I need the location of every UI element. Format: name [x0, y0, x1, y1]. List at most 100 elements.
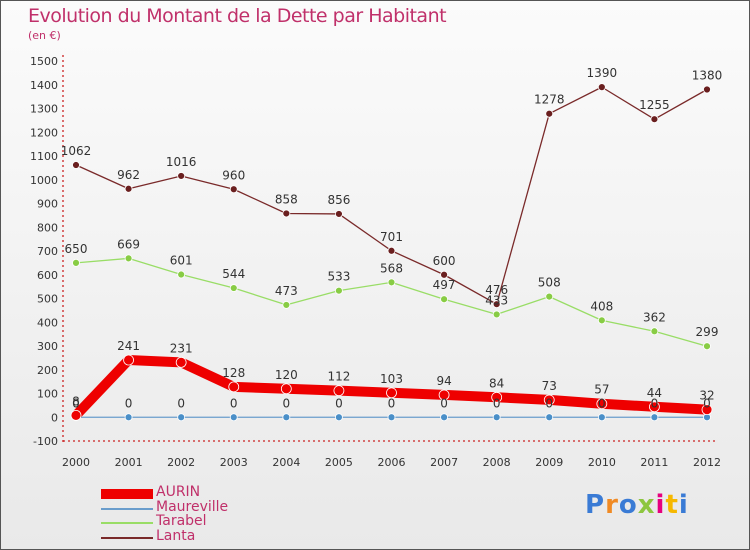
- data-label-aurin: 44: [647, 386, 662, 400]
- y-tick-label: 1000: [30, 174, 58, 187]
- data-label-aurin: 94: [436, 374, 451, 388]
- data-label-aurin: 84: [489, 376, 504, 390]
- data-label-maureville: 0: [283, 396, 291, 410]
- data-label-maureville: 0: [440, 396, 448, 410]
- x-tick-label: 2002: [167, 456, 195, 469]
- data-label-tarabel: 299: [696, 325, 719, 339]
- data-label-maureville: 0: [493, 396, 501, 410]
- data-label-aurin: 32: [699, 389, 714, 403]
- data-point-lanta: [545, 109, 554, 118]
- x-tick-label: 2007: [430, 456, 458, 469]
- x-tick-label: 2004: [272, 456, 300, 469]
- data-label-maureville: 0: [703, 396, 711, 410]
- data-point-aurin: [386, 387, 397, 399]
- data-point-lanta: [282, 209, 291, 218]
- data-label-tarabel: 508: [538, 276, 561, 290]
- data-point-maureville: [440, 413, 448, 422]
- legend-swatch: [101, 522, 153, 524]
- data-label-tarabel: 497: [433, 278, 456, 292]
- data-label-lanta: 962: [117, 168, 140, 182]
- legend-swatch: [101, 507, 153, 510]
- data-label-tarabel: 408: [590, 299, 613, 313]
- y-tick-label: 1400: [30, 79, 58, 92]
- data-label-aurin: 120: [275, 368, 298, 382]
- y-tick-label: 0: [51, 411, 58, 424]
- data-point-aurin: [280, 383, 292, 395]
- data-point-lanta: [124, 184, 133, 193]
- data-point-maureville: [229, 413, 238, 422]
- data-label-aurin: 103: [380, 372, 403, 386]
- y-tick-label: 200: [37, 364, 58, 377]
- data-label-lanta: 1062: [61, 144, 92, 158]
- data-point-lanta: [440, 270, 448, 279]
- legend-label: Tarabel: [156, 513, 207, 529]
- data-label-aurin: 241: [117, 339, 140, 353]
- logo-letter: r: [605, 490, 619, 520]
- y-tick-label: 700: [37, 245, 58, 258]
- data-label-lanta: 960: [222, 168, 245, 182]
- x-tick-label: 2006: [378, 456, 406, 469]
- y-tick-label: 800: [37, 221, 58, 234]
- data-label-tarabel: 533: [327, 270, 350, 284]
- data-label-aurin: 128: [222, 366, 245, 380]
- data-label-tarabel: 568: [380, 261, 403, 275]
- data-label-maureville: 0: [72, 396, 80, 410]
- data-point-lanta: [335, 210, 343, 218]
- data-label-tarabel: 362: [643, 310, 666, 324]
- data-point-tarabel: [387, 278, 396, 287]
- y-tick-label: 1500: [30, 55, 58, 68]
- y-tick-label: 900: [37, 198, 58, 211]
- data-label-aurin: 112: [327, 370, 350, 384]
- data-label-lanta: 858: [275, 192, 298, 206]
- data-label-maureville: 0: [335, 396, 343, 410]
- data-point-lanta: [387, 246, 396, 255]
- data-point-tarabel: [335, 286, 343, 295]
- legend-label: AURIN: [156, 484, 201, 500]
- data-point-tarabel: [703, 342, 711, 351]
- data-point-lanta: [597, 83, 606, 92]
- x-tick-label: 2012: [693, 456, 721, 469]
- y-tick-label: 1200: [30, 126, 58, 139]
- data-label-maureville: 0: [230, 396, 238, 410]
- data-label-lanta: 1255: [639, 98, 670, 112]
- legend-swatch: [101, 489, 153, 499]
- data-point-lanta: [177, 172, 186, 180]
- y-tick-label: -100: [33, 435, 58, 448]
- data-label-tarabel: 473: [275, 284, 298, 298]
- data-point-aurin: [333, 385, 345, 397]
- data-label-aurin: 57: [594, 383, 609, 397]
- data-point-maureville: [492, 413, 501, 422]
- y-tick-label: 300: [37, 340, 58, 353]
- data-label-lanta: 1278: [534, 93, 565, 107]
- data-point-tarabel: [597, 316, 606, 325]
- y-tick-label: 1300: [30, 103, 58, 116]
- data-point-aurin: [491, 391, 503, 403]
- y-tick-label: 500: [37, 293, 58, 306]
- data-point-maureville: [335, 413, 343, 422]
- data-point-tarabel: [282, 301, 291, 309]
- legend-label: Maureville: [156, 498, 229, 515]
- data-point-maureville: [387, 413, 396, 422]
- data-point-maureville: [545, 413, 554, 422]
- data-label-lanta: 701: [380, 230, 403, 244]
- data-point-aurin: [175, 356, 187, 368]
- data-point-aurin: [543, 394, 555, 406]
- data-label-maureville: 0: [177, 396, 185, 410]
- data-label-maureville: 0: [651, 396, 659, 410]
- chart-title: Evolution du Montant de la Dette par Hab…: [28, 5, 447, 27]
- data-label-lanta: 1390: [587, 66, 618, 80]
- data-label-tarabel: 544: [222, 267, 245, 281]
- data-point-aurin: [649, 401, 660, 413]
- x-tick-label: 2009: [535, 456, 563, 469]
- data-point-maureville: [597, 413, 606, 422]
- data-label-tarabel: 650: [65, 242, 88, 256]
- x-tick-label: 2003: [220, 456, 248, 469]
- data-point-tarabel: [492, 310, 501, 319]
- data-label-maureville: 0: [388, 396, 396, 410]
- logo-letter: x: [637, 490, 656, 520]
- y-tick-label: 100: [37, 388, 58, 401]
- x-tick-label: 2011: [640, 456, 668, 469]
- data-point-aurin: [70, 409, 82, 421]
- logo-letter: o: [618, 490, 638, 520]
